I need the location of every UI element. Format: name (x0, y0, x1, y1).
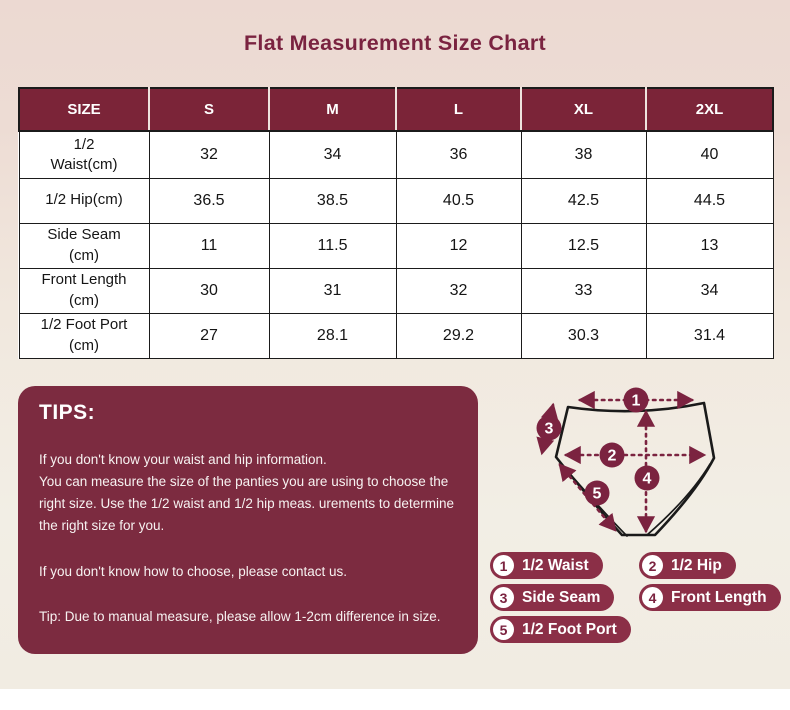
table-cell: 38.5 (268, 177, 397, 224)
page-title: Flat Measurement Size Chart (243, 31, 546, 55)
table-cell: 28.1 (268, 312, 397, 359)
table-cell: 34 (645, 267, 774, 314)
row-label: Front Length (cm) (18, 267, 150, 314)
legend-number-circle: 3 (493, 587, 514, 608)
table-cell: 36.5 (148, 177, 270, 224)
legend-number-circle: 5 (493, 619, 514, 640)
legend-number-circle: 4 (642, 587, 663, 608)
table-row-side-seam: Side Seam (cm) 11 11.5 12 12.5 13 (18, 222, 774, 269)
legend-badge-half-foot-port: 5 1/2 Foot Port (490, 616, 631, 643)
marker-circle-5 (584, 480, 610, 506)
panty-measurement-diagram: 1 2 3 4 5 (536, 387, 716, 537)
table-cell: 44.5 (645, 177, 774, 224)
diagram-number-markers: 1 2 3 4 5 (536, 387, 660, 506)
table-cell: 40.5 (395, 177, 522, 224)
table-cell: 30 (148, 267, 270, 314)
legend-number-circle: 1 (493, 555, 514, 576)
table-cell: 12.5 (520, 222, 647, 269)
legend-label: 1/2 Hip (671, 556, 722, 574)
table-cell: 30.3 (520, 312, 647, 359)
table-cell: 13 (645, 222, 774, 269)
table-cell: 27 (148, 312, 270, 359)
tips-paragraph: If you don't know how to choose, please … (39, 564, 348, 580)
legend-label: Side Seam (522, 588, 601, 606)
row-label: 1/2 Waist(cm) (18, 130, 150, 179)
tips-paragraph: Tip: Due to manual measure, please allow… (39, 609, 441, 625)
legend-number-circle: 2 (642, 555, 663, 576)
row-label: 1/2 Foot Port (cm) (18, 312, 150, 359)
table-cell: 36 (395, 130, 522, 179)
tips-panel: TIPS: If you don't know your waist and h… (18, 386, 478, 654)
panty-outline-shape (554, 401, 716, 537)
legend-badge-front-length: 4 Front Length (639, 584, 781, 611)
table-cell: 31 (268, 267, 397, 314)
table-row-half-hip: 1/2 Hip(cm) 36.5 38.5 40.5 42.5 44.5 (18, 177, 774, 224)
marker-circle-2 (599, 442, 625, 468)
size-chart-table: SIZE S M L XL 2XL 1/2 Waist(cm) 32 34 36… (18, 87, 774, 359)
column-header-size: SIZE (18, 87, 150, 132)
legend-badge-half-hip: 2 1/2 Hip (639, 552, 736, 579)
table-cell: 29.2 (395, 312, 522, 359)
column-header-s: S (149, 87, 270, 132)
table-cell: 12 (395, 222, 522, 269)
row-label: Side Seam (cm) (18, 222, 150, 269)
bottom-white-strip (0, 689, 790, 710)
row-label: 1/2 Hip(cm) (18, 177, 150, 224)
legend-badge-half-waist: 1 1/2 Waist (490, 552, 603, 579)
column-header-xl: XL (521, 87, 647, 132)
table-header-row: SIZE S M L XL 2XL (18, 87, 774, 132)
table-cell: 42.5 (520, 177, 647, 224)
marker-number: 1 (632, 393, 641, 410)
table-row-front-length: Front Length (cm) 30 31 32 33 34 (18, 267, 774, 314)
table-cell: 32 (148, 130, 270, 179)
marker-number: 2 (608, 448, 617, 465)
table-cell: 11.5 (268, 222, 397, 269)
marker-number: 5 (593, 486, 602, 503)
table-cell: 38 (520, 130, 647, 179)
table-cell: 33 (520, 267, 647, 314)
tips-heading: TIPS: (39, 401, 96, 424)
legend-label: Front Length (671, 588, 767, 606)
table-cell: 34 (268, 130, 397, 179)
marker-circle-3 (536, 415, 562, 441)
table-cell: 32 (395, 267, 522, 314)
column-header-2xl: 2XL (646, 87, 774, 132)
table-row-half-foot-port: 1/2 Foot Port (cm) 27 28.1 29.2 30.3 31.… (18, 312, 774, 359)
marker-number: 4 (643, 471, 652, 488)
column-header-l: L (396, 87, 522, 132)
marker-circle-1 (623, 387, 649, 413)
tips-paragraph: If you don't know your waist and hip inf… (39, 452, 454, 533)
legend-label: 1/2 Foot Port (522, 620, 617, 638)
marker-number: 3 (545, 421, 554, 438)
legend-badge-side-seam: 3 Side Seam (490, 584, 615, 611)
table-row-half-waist: 1/2 Waist(cm) 32 34 36 38 40 (18, 130, 774, 179)
legend-label: 1/2 Waist (522, 556, 589, 574)
table-cell: 31.4 (645, 312, 774, 359)
table-cell: 40 (645, 130, 774, 179)
table-cell: 11 (148, 222, 270, 269)
page-background: Flat Measurement Size Chart SIZE S M L X… (0, 0, 790, 689)
marker-circle-4 (634, 465, 660, 491)
column-header-m: M (269, 87, 397, 132)
measurement-legend: 1 1/2 Waist 2 1/2 Hip 3 Side Seam 4 Fron… (490, 552, 786, 643)
